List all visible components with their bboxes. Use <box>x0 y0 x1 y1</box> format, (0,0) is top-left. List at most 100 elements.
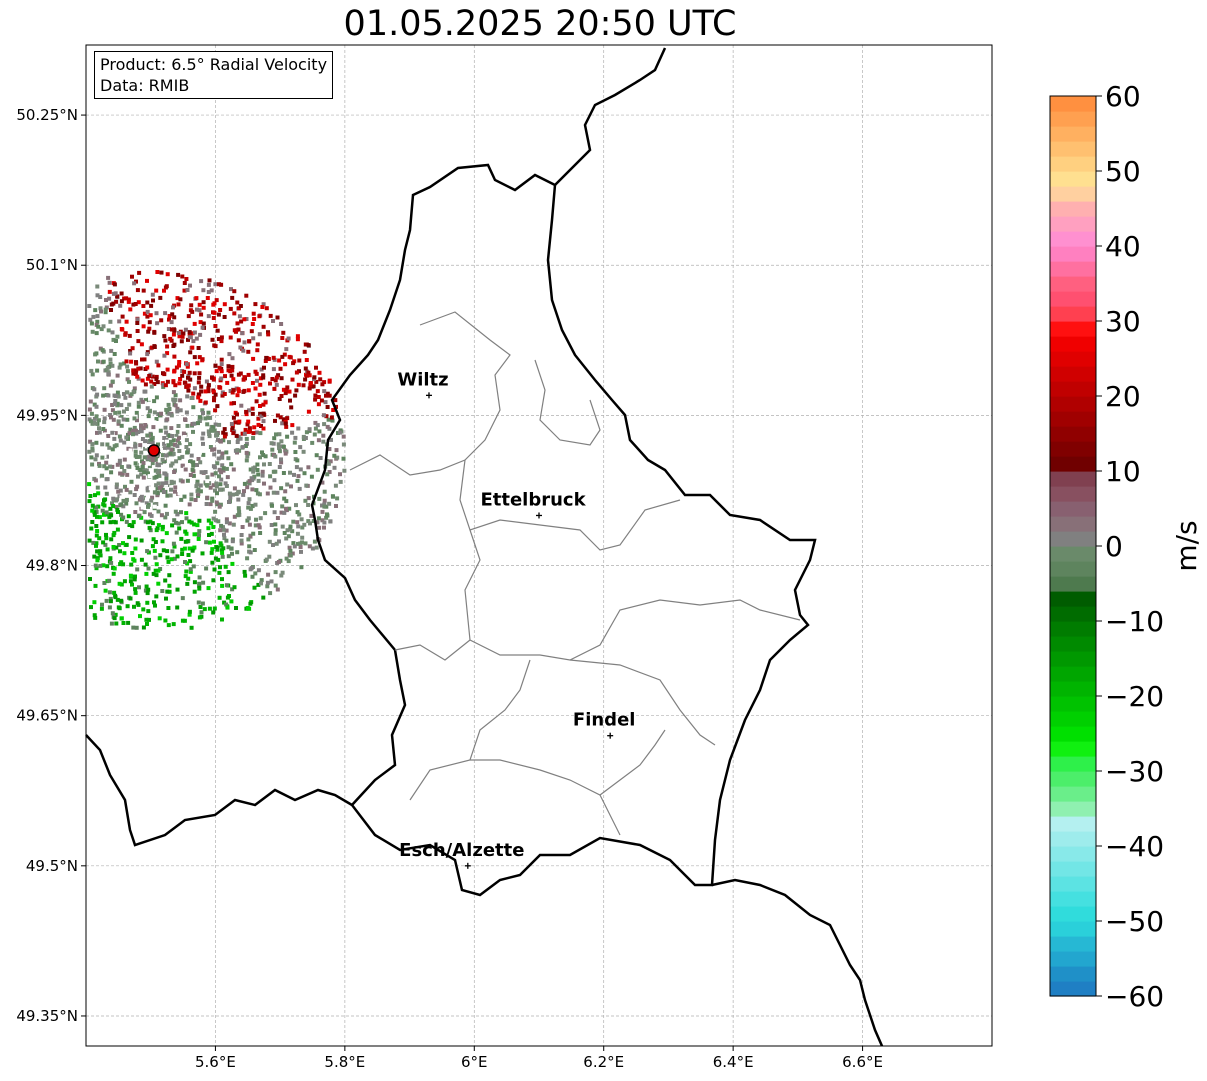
radar-pixel <box>285 385 290 390</box>
radar-pixel <box>331 494 335 499</box>
radar-pixel <box>100 602 104 607</box>
radar-pixel <box>188 567 193 572</box>
radar-pixel <box>169 479 174 484</box>
radar-pixel <box>94 414 99 419</box>
radar-pixel <box>150 458 155 463</box>
radar-pixel <box>119 616 124 621</box>
radar-pixel <box>107 440 112 445</box>
radar-pixel <box>221 546 226 551</box>
colorbar-segment <box>1050 681 1096 697</box>
radar-pixel <box>164 596 168 601</box>
axis-ticks: 5.6°E 5.8°E 6°E 6.2°E 6.4°E 6.6°E49.35°N49.5°… <box>16 106 883 1071</box>
radar-pixel <box>183 380 188 385</box>
radar-pixel <box>104 460 109 465</box>
radar-pixel <box>230 539 235 544</box>
radar-pixel <box>178 398 183 403</box>
radar-pixel <box>162 288 166 293</box>
radar-pixel <box>89 368 94 373</box>
radar-pixel <box>104 466 109 471</box>
lon-tick-label: 6.2°E <box>583 1053 624 1071</box>
radar-pixel <box>95 430 99 435</box>
radar-pixel <box>136 438 141 443</box>
radar-pixel <box>201 431 206 436</box>
radar-pixel <box>110 501 114 506</box>
radar-pixel <box>256 523 261 528</box>
radar-pixel <box>207 540 212 545</box>
radar-pixel <box>235 550 240 555</box>
radar-pixel <box>225 380 230 385</box>
radar-pixel <box>314 545 319 550</box>
radar-pixel <box>301 383 306 388</box>
radar-pixel <box>218 308 223 312</box>
radar-pixel <box>178 408 183 413</box>
radar-pixel <box>105 442 110 447</box>
radar-pixel <box>169 426 174 431</box>
radar-pixel <box>185 539 190 544</box>
radar-pixel <box>300 540 304 545</box>
radar-pixel <box>93 352 98 357</box>
radar-pixel <box>206 429 211 434</box>
colorbar-segment <box>1050 591 1096 607</box>
radar-pixel <box>327 393 332 398</box>
radar-pixel <box>222 315 227 319</box>
radar-pixel <box>196 537 201 541</box>
radar-pixel <box>251 466 256 471</box>
radar-pixel <box>187 502 192 507</box>
radar-pixel <box>285 482 290 487</box>
radar-pixel <box>191 473 196 478</box>
radar-site-marker <box>147 444 161 457</box>
radar-pixel <box>122 469 127 473</box>
radar-pixel <box>98 563 103 568</box>
radar-pixel <box>198 605 203 609</box>
radar-pixel <box>125 377 130 382</box>
radar-pixel <box>145 300 150 305</box>
radar-pixel <box>288 355 293 360</box>
radar-pixel <box>107 590 112 595</box>
radar-pixel <box>255 491 260 496</box>
radar-pixel <box>88 439 93 444</box>
radar-pixel <box>154 377 159 382</box>
radar-pixel <box>147 374 152 378</box>
radar-pixel <box>168 396 173 400</box>
colorbar-segment <box>1050 516 1096 532</box>
radar-pixel <box>128 490 133 495</box>
radar-pixel <box>215 404 220 409</box>
radar-pixel <box>117 581 122 586</box>
radar-pixel <box>124 390 129 395</box>
radar-pixel <box>313 420 318 425</box>
radar-pixel <box>149 513 154 518</box>
radar-pixel <box>162 455 167 460</box>
radar-pixel <box>254 371 259 376</box>
colorbar-segment <box>1050 426 1096 442</box>
radar-pixel <box>200 551 205 556</box>
radar-pixel <box>235 513 240 518</box>
radar-pixel <box>113 520 118 525</box>
radar-pixel <box>100 520 105 525</box>
radar-pixel <box>211 516 216 521</box>
radar-pixel <box>97 551 102 556</box>
radar-pixel <box>234 433 239 438</box>
radar-pixel <box>241 377 246 382</box>
radar-pixel <box>313 393 318 398</box>
radar-pixel <box>262 365 266 370</box>
radar-pixel <box>192 321 197 326</box>
radar-pixel <box>154 562 159 567</box>
radar-pixel <box>120 314 125 319</box>
radar-pixel <box>213 488 217 493</box>
radar-pixel <box>278 366 283 371</box>
radar-pixel <box>221 527 226 532</box>
radar-pixel <box>242 481 247 486</box>
radar-pixel <box>169 448 174 452</box>
radar-pixel <box>227 352 232 357</box>
radar-pixel <box>224 538 229 543</box>
radar-pixel <box>225 475 230 480</box>
radar-pixel <box>179 536 184 541</box>
radar-pixel <box>320 518 325 523</box>
radar-pixel <box>316 516 321 521</box>
radar-pixel <box>280 421 285 426</box>
radar-pixel <box>194 296 199 301</box>
radar-pixel <box>230 295 235 300</box>
radar-pixel <box>263 359 268 363</box>
radar-pixel <box>261 302 266 307</box>
radar-pixel <box>251 356 256 361</box>
